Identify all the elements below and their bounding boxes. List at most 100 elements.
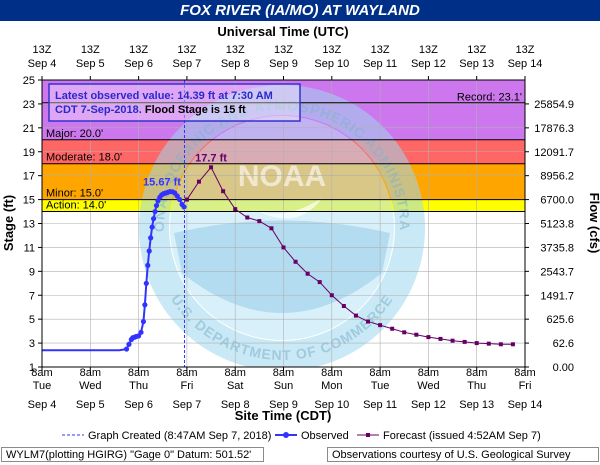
bottom-tick-time: 8am [176, 367, 197, 379]
bottom-tick-time: 8am [418, 367, 439, 379]
top-tick-date: Sep 10 [314, 58, 349, 70]
observed-point [123, 346, 130, 352]
forecast-point [438, 336, 443, 341]
forecast-point [341, 304, 346, 309]
observed-point [145, 262, 151, 268]
right-tick-label: 1491.7 [540, 290, 574, 302]
top-tick-date: Sep 4 [28, 58, 57, 70]
forecast-point [414, 332, 419, 337]
noaa-gull-icon [252, 198, 322, 219]
bottom-tick-day: Thu [467, 380, 486, 392]
top-tick-hour: 13Z [129, 44, 148, 56]
legend-created-label: Graph Created (8:47AM Sep 7, 2018) [88, 430, 271, 442]
forecast-point [293, 259, 298, 264]
bottom-tick-time: 8am [273, 367, 294, 379]
top-tick-hour: 13Z [177, 44, 196, 56]
top-tick-date: Sep 8 [221, 58, 250, 70]
bottom-tick-day: Sun [274, 380, 294, 392]
top-tick-date: Sep 7 [173, 58, 202, 70]
top-tick-date: Sep 6 [124, 58, 153, 70]
right-tick-label: 17876.3 [534, 123, 574, 135]
flood-label-2: Moderate: 18.0' [46, 152, 122, 164]
right-tick-label: 2543.7 [540, 266, 574, 278]
legend-forecast-label: Forecast (issued 4:52AM Sep 7) [383, 430, 541, 442]
top-tick-date: Sep 5 [76, 58, 105, 70]
bottom-tick-time: 8am [128, 367, 149, 379]
datum-info: WYLM7(plotting HGIRG) "Gage 0" Datum: 50… [1, 447, 264, 462]
record-label: Record: 23.1' [457, 92, 522, 104]
right-tick-label: 3735.8 [540, 242, 574, 254]
observed-point [126, 341, 132, 347]
left-axis-title: Stage (ft) [1, 195, 16, 251]
forecast-point [426, 335, 431, 340]
forecast-point [486, 341, 491, 346]
top-tick-hour: 13Z [226, 44, 245, 56]
top-tick-hour: 13Z [33, 44, 52, 56]
bottom-tick-day: Thu [129, 380, 148, 392]
forecast-point [474, 341, 479, 346]
forecast-peak-label: 17.7 ft [195, 152, 227, 164]
info-box [48, 83, 301, 122]
bottom-tick-time: 8am [80, 367, 101, 379]
bottom-tick-day: Fri [180, 380, 193, 392]
top-tick-date: Sep 14 [508, 58, 543, 70]
observed-peak-label: 15.67 ft [143, 177, 181, 189]
hydrograph-chart: NOAANATIONAL OCEANIC AND ATMOSPHERIC ADM… [1, 24, 600, 442]
bottom-tick-day: Mon [321, 380, 342, 392]
forecast-point [510, 342, 515, 347]
forecast-point [378, 323, 383, 328]
bottom-tick-date: Sep 10 [314, 399, 349, 411]
forecast-point [366, 319, 371, 324]
forecast-point [450, 338, 455, 343]
left-tick-label: 5 [29, 314, 35, 326]
bottom-tick-time: 8am [466, 367, 487, 379]
forecast-point [184, 197, 189, 202]
legend-observed-marker [283, 432, 289, 438]
bottom-tick-date: Sep 5 [76, 399, 105, 411]
top-tick-hour: 13Z [371, 44, 390, 56]
observed-point [142, 302, 148, 308]
bottom-tick-day: Sat [227, 380, 244, 392]
info-line-2: CDT 7-Sep-2018. Flood Stage is 15 ft [55, 104, 246, 116]
observed-point [143, 280, 149, 286]
top-tick-hour: 13Z [81, 44, 100, 56]
info-flood-stage-text: Flood Stage is 15 ft [142, 104, 246, 116]
forecast-point [353, 313, 358, 318]
bottom-tick-date: Sep 9 [269, 399, 298, 411]
observed-point [140, 318, 147, 325]
bottom-tick-day: Wed [79, 380, 101, 392]
bottom-tick-date: Sep 8 [221, 399, 250, 411]
observed-point [177, 196, 183, 203]
legend: Graph Created (8:47AM Sep 7, 2018) Obser… [62, 430, 541, 442]
top-tick-date: Sep 12 [411, 58, 446, 70]
bottom-tick-date: Sep 13 [459, 399, 494, 411]
right-axis-title: Flow (cfs) [587, 193, 600, 254]
forecast-point [257, 219, 262, 224]
chart-title: FOX RIVER (IA/MO) AT WAYLAND [0, 0, 600, 21]
top-tick-hour: 13Z [274, 44, 293, 56]
forecast-line [186, 166, 513, 345]
bottom-tick-day: Tue [33, 380, 52, 392]
info-date-text: CDT 7-Sep-2018. [55, 104, 142, 116]
bottom-tick-time: 8am [31, 367, 52, 379]
bottom-tick-date: Sep 6 [124, 399, 153, 411]
right-tick-label: 62.6 [553, 338, 574, 350]
right-tick-label: 12091.7 [534, 147, 574, 159]
forecast-point [221, 189, 226, 194]
bottom-axis-title: Site Time (CDT) [235, 408, 332, 423]
top-tick-hour: 13Z [322, 44, 341, 56]
left-tick-label: 7 [29, 290, 35, 302]
forecast-point [245, 215, 250, 220]
bottom-tick-date: Sep 12 [411, 399, 446, 411]
forecast-point [329, 293, 334, 298]
bottom-tick-date: Sep 14 [508, 399, 543, 411]
forecast-point [390, 326, 395, 331]
bottom-tick-day: Wed [417, 380, 439, 392]
observed-point [152, 208, 158, 215]
left-tick-label: 23 [23, 99, 35, 111]
left-tick-label: 15 [23, 195, 35, 207]
right-tick-label: 8956.2 [540, 171, 574, 183]
bottom-tick-time: 8am [224, 367, 245, 379]
bottom-tick-day: Fri [519, 380, 532, 392]
forecast-point [498, 342, 503, 347]
